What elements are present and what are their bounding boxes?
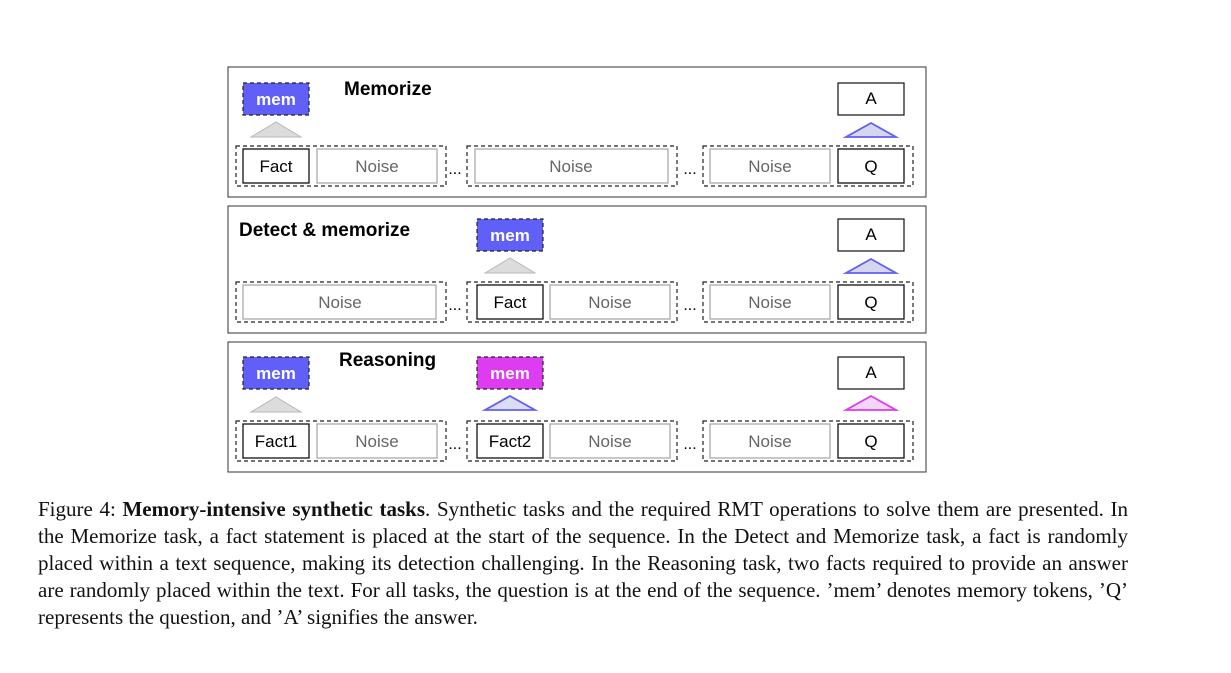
noise-token-label: Noise	[355, 157, 398, 176]
mem-token	[242, 82, 310, 116]
noise-token-label: Noise	[748, 157, 791, 176]
segment	[235, 420, 447, 462]
rmt-task-diagram: Memorize mem A Fact Noise ... Noise ... …	[227, 66, 927, 473]
panel-title: Detect & memorize	[239, 220, 410, 241]
noise-token	[709, 284, 831, 320]
figure-caption: Figure 4: Memory-intensive synthetic tas…	[38, 496, 1128, 631]
read-arrow	[842, 394, 900, 411]
noise-token-label: Noise	[318, 293, 361, 312]
mem-token-label: mem	[256, 90, 296, 109]
mem-token	[476, 218, 544, 252]
ellipsis: ...	[683, 161, 696, 178]
noise-token-label: Noise	[588, 432, 631, 451]
ellipsis: ...	[448, 161, 461, 178]
fact-token-label: Fact	[259, 157, 292, 176]
answer-token	[837, 356, 905, 390]
mem-token	[242, 356, 310, 390]
write-arrow	[249, 121, 303, 138]
segment	[466, 145, 678, 187]
write-arrow	[249, 396, 303, 413]
write-arrow	[483, 257, 537, 274]
question-token-label: Q	[864, 432, 877, 451]
panel-frame	[227, 341, 927, 473]
answer-token-label: A	[865, 363, 877, 382]
ellipsis: ...	[448, 297, 461, 314]
question-token-label: Q	[864, 293, 877, 312]
caption-prefix: Figure 4:	[38, 497, 123, 521]
caption-text: . Synthetic tasks and the required RMT o…	[38, 497, 1129, 629]
noise-token	[316, 148, 438, 184]
fact-token	[242, 423, 310, 459]
noise-token	[709, 423, 831, 459]
panel-title: Reasoning	[339, 350, 436, 371]
ellipsis: ...	[683, 297, 696, 314]
question-token-label: Q	[864, 157, 877, 176]
read-arrow	[842, 121, 900, 138]
noise-token	[242, 284, 437, 320]
noise-token	[549, 423, 671, 459]
segment	[235, 281, 447, 323]
noise-token-label: Noise	[549, 157, 592, 176]
answer-token	[837, 82, 905, 116]
read-write-arrow	[481, 394, 539, 411]
ellipsis: ...	[448, 436, 461, 453]
answer-token-label: A	[865, 225, 877, 244]
fact-token-label: Fact	[493, 293, 526, 312]
question-token	[837, 284, 905, 320]
noise-token-label: Noise	[588, 293, 631, 312]
mem-token	[476, 356, 544, 390]
fact-token-label: Fact2	[489, 432, 532, 451]
noise-token	[549, 284, 671, 320]
panel-frame	[227, 66, 927, 198]
panel-frame	[227, 205, 927, 334]
noise-token	[474, 148, 669, 184]
noise-token-label: Noise	[748, 432, 791, 451]
segment	[466, 420, 678, 462]
noise-token	[709, 148, 831, 184]
mem-token-label: mem	[490, 226, 530, 245]
noise-token	[316, 423, 438, 459]
panel-memorize: Memorize mem A Fact Noise ... Noise ... …	[227, 66, 927, 198]
fact-token-label: Fact1	[255, 432, 298, 451]
segment	[702, 420, 914, 462]
question-token	[837, 148, 905, 184]
answer-token-label: A	[865, 89, 877, 108]
segment	[466, 281, 678, 323]
segment	[702, 145, 914, 187]
noise-token-label: Noise	[355, 432, 398, 451]
fact-token	[242, 148, 310, 184]
ellipsis: ...	[683, 436, 696, 453]
caption-bold: Memory-intensive synthetic tasks	[122, 497, 426, 521]
panel-detect-memorize: Detect & memorize mem A Noise ... Fact N…	[227, 205, 927, 334]
read-arrow	[842, 257, 900, 274]
segment	[235, 145, 447, 187]
noise-token-label: Noise	[748, 293, 791, 312]
answer-token	[837, 218, 905, 252]
fact-token	[476, 284, 544, 320]
fact-token	[476, 423, 544, 459]
question-token	[837, 423, 905, 459]
panel-reasoning: Reasoning mem mem A Fact1 Noise ... Fact…	[227, 341, 927, 473]
mem-token-label: mem	[490, 364, 530, 383]
mem-token-label: mem	[256, 364, 296, 383]
panel-title: Memorize	[344, 79, 432, 100]
segment	[702, 281, 914, 323]
